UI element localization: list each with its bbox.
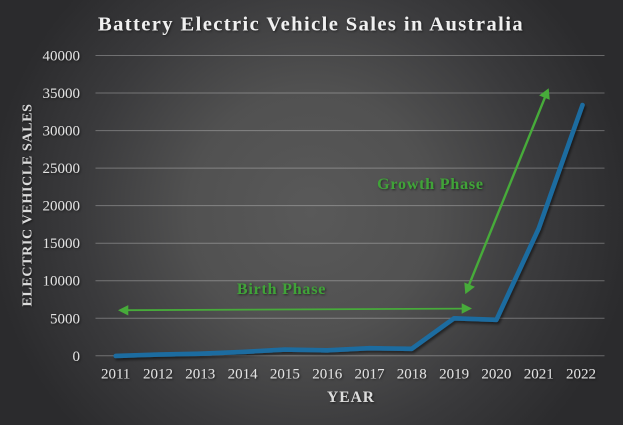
svg-text:2019: 2019 bbox=[439, 367, 469, 383]
svg-text:2022: 2022 bbox=[566, 367, 596, 383]
svg-text:10000: 10000 bbox=[43, 274, 81, 290]
svg-text:0: 0 bbox=[73, 349, 81, 365]
svg-text:2020: 2020 bbox=[481, 367, 511, 383]
svg-text:20000: 20000 bbox=[43, 199, 81, 215]
svg-text:2013: 2013 bbox=[185, 367, 215, 383]
svg-text:2016: 2016 bbox=[312, 367, 343, 383]
svg-text:ELECTRIC VEHICLE SALES: ELECTRIC VEHICLE SALES bbox=[21, 103, 36, 306]
svg-text:5000: 5000 bbox=[50, 311, 80, 327]
svg-text:15000: 15000 bbox=[43, 236, 81, 252]
svg-text:2014: 2014 bbox=[228, 367, 259, 383]
svg-text:2018: 2018 bbox=[397, 367, 427, 383]
svg-text:2017: 2017 bbox=[355, 367, 386, 383]
svg-text:2011: 2011 bbox=[101, 367, 130, 383]
svg-text:2021: 2021 bbox=[524, 367, 554, 383]
svg-text:2015: 2015 bbox=[270, 367, 300, 383]
svg-text:Battery Electric Vehicle Sales: Battery Electric Vehicle Sales in Austra… bbox=[98, 14, 524, 36]
svg-text:2012: 2012 bbox=[143, 367, 173, 383]
svg-text:40000: 40000 bbox=[43, 49, 81, 65]
svg-text:Growth Phase: Growth Phase bbox=[377, 176, 484, 193]
svg-text:30000: 30000 bbox=[43, 124, 81, 140]
svg-text:YEAR: YEAR bbox=[327, 389, 375, 406]
svg-text:35000: 35000 bbox=[43, 86, 81, 102]
svg-text:25000: 25000 bbox=[43, 161, 81, 177]
svg-text:Birth Phase: Birth Phase bbox=[237, 281, 326, 298]
